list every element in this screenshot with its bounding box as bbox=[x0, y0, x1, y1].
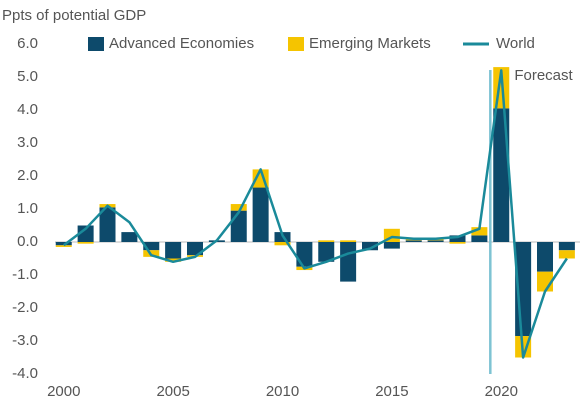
bar bbox=[383, 242, 400, 249]
bar bbox=[187, 242, 203, 256]
bar bbox=[471, 235, 488, 242]
y-tick-label: 5.0 bbox=[17, 68, 38, 85]
y-tick-label: 6.0 bbox=[17, 35, 38, 52]
bar bbox=[55, 242, 72, 246]
bar bbox=[165, 242, 182, 259]
bar bbox=[296, 242, 313, 267]
world-line bbox=[62, 69, 568, 359]
y-tick-label: 1.0 bbox=[17, 200, 38, 217]
bar bbox=[493, 108, 510, 242]
bar bbox=[449, 235, 466, 242]
y-tick-label: -3.0 bbox=[12, 332, 38, 349]
x-tick-label: 2015 bbox=[375, 383, 408, 400]
bar bbox=[340, 242, 357, 282]
bar bbox=[362, 242, 378, 251]
bar bbox=[318, 242, 335, 262]
legend-label: Advanced Economies bbox=[109, 35, 254, 52]
bar bbox=[143, 242, 160, 251]
y-axis-label: Ppts of potential GDP bbox=[2, 7, 146, 24]
bar bbox=[405, 240, 422, 242]
y-tick-label: 3.0 bbox=[17, 134, 38, 151]
bar bbox=[537, 242, 553, 272]
y-tick-label: 2.0 bbox=[17, 167, 38, 184]
bar bbox=[471, 227, 488, 236]
bar bbox=[99, 207, 116, 242]
bar bbox=[55, 245, 72, 247]
bar bbox=[230, 210, 247, 242]
bar bbox=[318, 240, 335, 242]
y-tick-label: -2.0 bbox=[12, 299, 38, 316]
bar bbox=[427, 240, 444, 242]
y-tick-label: 4.0 bbox=[17, 101, 38, 118]
bar bbox=[252, 187, 269, 242]
bar bbox=[77, 242, 94, 244]
bar bbox=[558, 250, 575, 259]
x-tick-label: 2000 bbox=[47, 383, 80, 400]
bar bbox=[274, 242, 291, 246]
x-tick-label: 2020 bbox=[485, 383, 518, 400]
legend-label: Emerging Markets bbox=[309, 35, 431, 52]
bar bbox=[558, 242, 575, 251]
y-tick-label: 0.0 bbox=[17, 233, 38, 250]
bar bbox=[121, 232, 138, 242]
forecast-label: Forecast bbox=[514, 67, 573, 84]
x-tick-label: 2005 bbox=[156, 383, 189, 400]
y-tick-label: -4.0 bbox=[12, 365, 38, 382]
x-tick-label: 2010 bbox=[266, 383, 299, 400]
bar bbox=[230, 204, 247, 211]
bar bbox=[340, 240, 357, 242]
bar bbox=[165, 258, 182, 262]
bar bbox=[449, 242, 466, 244]
legend-label: World bbox=[496, 35, 535, 52]
bar bbox=[77, 225, 94, 242]
legend-swatch bbox=[288, 37, 304, 51]
legend-swatch bbox=[88, 37, 104, 51]
y-tick-label: -1.0 bbox=[12, 266, 38, 283]
